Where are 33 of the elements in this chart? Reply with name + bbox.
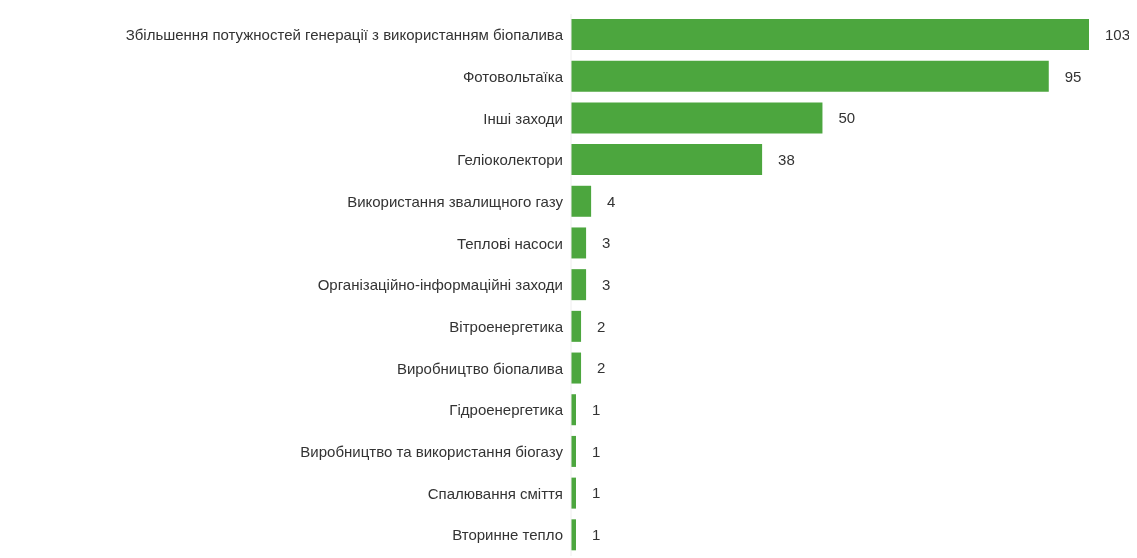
y-tick-label: Збільшення потужностей генерації з використанням біопалива [125,26,564,44]
y-tick-label: Вторинне тепло [452,526,563,544]
data-label: 95 [1064,67,1082,85]
bar [571,269,587,301]
data-label: 50 [838,109,856,127]
data-label: 1 [592,401,601,419]
y-tick-label: Геліоколектори [457,151,563,169]
y-tick-label: Гідроенергетика [449,401,564,419]
data-label: 4 [607,192,616,210]
data-label: 103 [1105,25,1131,43]
data-label: 3 [602,234,611,252]
bar [571,102,823,134]
data-label: 3 [602,275,611,293]
y-tick-label: Використання звалищного газу [347,192,564,210]
bar [571,185,592,217]
y-tick-label: Виробництво біопалива [396,359,564,377]
y-tick-label: Теплові насоси [456,234,563,252]
bar [571,60,1049,92]
data-label: 1 [592,526,601,544]
data-label: 2 [597,317,606,335]
bar [571,144,763,176]
bar [571,19,1089,50]
y-tick-label: Вітроенергетика [449,318,564,336]
bar [571,227,587,259]
data-label: 2 [597,359,606,377]
y-tick-label: Виробництво та використання біогазу [300,443,564,461]
y-tick-label: Спалювання сміття [427,484,563,502]
data-label: 38 [778,150,795,168]
data-label: 1 [592,442,601,460]
data-label: 1 [592,484,601,502]
y-tick-label: Фотовольтаїка [462,67,564,85]
y-tick-label: Організаційно-інформаційні заходи [317,276,563,294]
y-tick-label: Інші заходи [483,109,563,127]
